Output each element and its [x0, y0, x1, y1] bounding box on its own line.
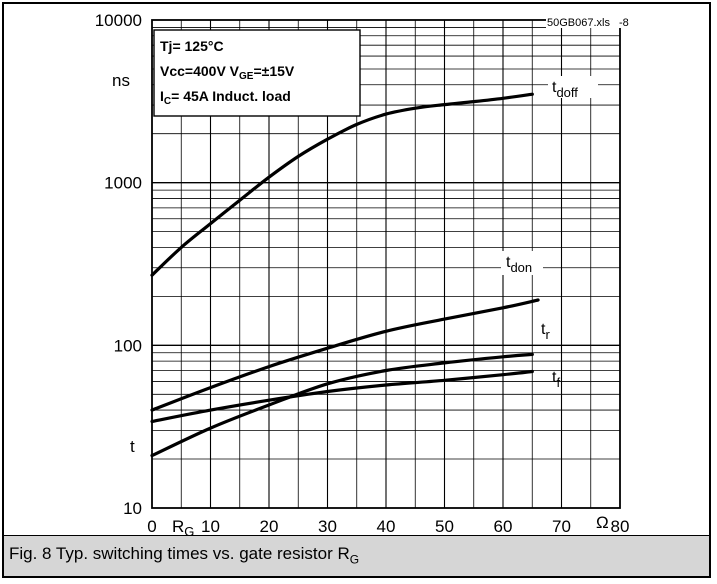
- y-tick-label: 1000: [104, 174, 142, 193]
- x-tick-label: 20: [260, 517, 279, 536]
- curve-t-doff: [150, 92, 534, 277]
- series-label-t-doff: tdoff: [552, 79, 578, 100]
- file-note: 50GB067.xls -8: [547, 17, 629, 29]
- series-label-bg: [548, 76, 598, 98]
- x-tick-label: 10: [201, 517, 220, 536]
- x-tick-label: 30: [318, 517, 337, 536]
- y-unit: ns: [112, 71, 130, 90]
- series-labels: tdoff tdon tr tf: [501, 76, 598, 390]
- y-axis-label: t: [130, 437, 135, 456]
- x-tick-label: 70: [552, 517, 571, 536]
- series-label-t-don: tdon: [506, 254, 532, 275]
- x-tick-label: 80: [611, 517, 630, 536]
- condition-ic: IC= 45A Induct. load: [160, 88, 291, 107]
- figure-caption: Fig. 8 Typ. switching times vs. gate res…: [2, 535, 711, 578]
- series-label-t-r: tr: [541, 321, 550, 342]
- x-tick-label: 40: [377, 517, 396, 536]
- x-tick-label: 0: [147, 517, 156, 536]
- x-tick-label: 60: [494, 517, 513, 536]
- y-tick-label: 10000: [95, 11, 142, 30]
- series-label-bg: [501, 251, 543, 275]
- x-tick-labels: 0 10 20 30 40 50 60 70 80: [147, 517, 629, 536]
- caption-text: Fig. 8 Typ. switching times vs. gate res…: [9, 544, 350, 563]
- file-note-bg: [546, 15, 626, 28]
- y-tick-label: 100: [114, 336, 142, 355]
- conditions-box: [153, 29, 361, 117]
- plot-area-border: [151, 19, 621, 509]
- condition-tj: Tj= 125°C: [160, 38, 224, 54]
- curve-t-r: [150, 352, 534, 458]
- x-unit: Ω: [596, 513, 609, 532]
- series-label-t-f: tf: [552, 369, 560, 390]
- caption-sub: G: [349, 552, 360, 567]
- chart-svg: 10 100 1000 10000 0 10 20 30 40 50 60 70 80 ns t RG…: [95, 11, 630, 539]
- x-tick-label: 50: [435, 517, 454, 536]
- curve-t-f: [150, 369, 534, 424]
- figure-frame: 10 100 1000 10000 0 10 20 30 40 50 60 70 80 ns t RG…: [2, 2, 711, 578]
- x-axis-label: RG: [172, 517, 194, 539]
- y-tick-labels: 10 100 1000 10000: [95, 11, 142, 518]
- condition-vcc: Vcc=400V VGE=±15V: [160, 63, 295, 82]
- curve-t-don: [150, 298, 540, 412]
- curves: [150, 92, 540, 458]
- y-tick-label: 10: [123, 499, 142, 518]
